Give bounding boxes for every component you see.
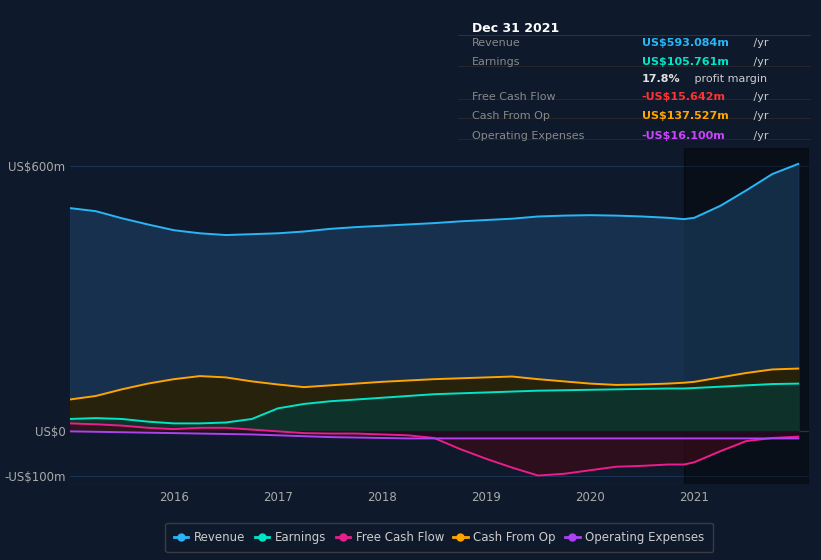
Text: Revenue: Revenue: [472, 38, 521, 48]
Text: /yr: /yr: [750, 38, 769, 48]
Text: Dec 31 2021: Dec 31 2021: [472, 22, 559, 35]
Text: 17.8%: 17.8%: [642, 74, 681, 85]
Text: US$137.527m: US$137.527m: [642, 110, 728, 120]
Text: Free Cash Flow: Free Cash Flow: [472, 92, 556, 102]
Text: /yr: /yr: [750, 110, 769, 120]
Text: profit margin: profit margin: [691, 74, 768, 85]
Text: -US$16.100m: -US$16.100m: [642, 131, 726, 141]
Text: -US$15.642m: -US$15.642m: [642, 92, 726, 102]
Text: /yr: /yr: [750, 131, 769, 141]
Text: US$593.084m: US$593.084m: [642, 38, 728, 48]
Text: Operating Expenses: Operating Expenses: [472, 131, 585, 141]
Text: US$105.761m: US$105.761m: [642, 57, 728, 67]
Bar: [684, 148, 809, 484]
Text: /yr: /yr: [750, 57, 769, 67]
Text: Cash From Op: Cash From Op: [472, 110, 550, 120]
Text: Earnings: Earnings: [472, 57, 521, 67]
Text: /yr: /yr: [750, 92, 769, 102]
Legend: Revenue, Earnings, Free Cash Flow, Cash From Op, Operating Expenses: Revenue, Earnings, Free Cash Flow, Cash …: [166, 523, 713, 552]
